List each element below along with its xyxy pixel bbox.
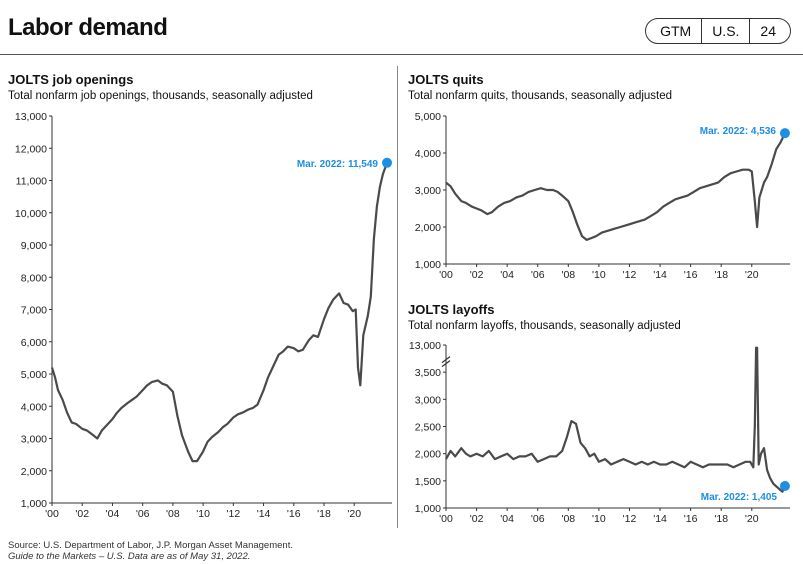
openings-y-tick-label: 8,000 [21, 272, 47, 284]
quits-y-tick-label: 3,000 [415, 185, 441, 197]
layoffs-x-tick-label: '18 [714, 513, 728, 525]
layoffs-y-tick-label: 1,500 [415, 476, 441, 488]
openings-x-tick-label: '10 [196, 508, 210, 520]
layoffs-y-tick-label: 3,500 [415, 367, 441, 379]
openings-y-tick-label: 11,000 [16, 176, 47, 188]
openings-x-tick-label: '08 [166, 508, 180, 520]
layoffs-x-tick-label: '10 [592, 513, 606, 525]
quits-x-tick-label: '00 [439, 269, 453, 281]
tag-gtm: GTM [660, 23, 692, 39]
layoffs-y-tick-label: 13,000 [409, 340, 441, 352]
layoffs-x-tick-label: '06 [531, 513, 545, 525]
openings-y-tick-label: 1,000 [21, 498, 47, 510]
openings-y-tick-label: 13,000 [15, 111, 47, 123]
openings-x-tick-label: '16 [287, 508, 301, 520]
quits-y-tick-label: 1,000 [415, 259, 441, 271]
panel-divider [397, 66, 398, 528]
layoffs-x-tick-label: '00 [439, 513, 453, 525]
quits-last-point-marker [779, 128, 790, 139]
openings-y-tick-label: 6,000 [21, 337, 47, 349]
layoffs-x-tick-label: '16 [684, 513, 698, 525]
chart-title-quits: JOLTS quits [408, 72, 484, 87]
quits-x-tick-label: '04 [500, 269, 514, 281]
openings-last-point-marker [382, 157, 393, 168]
layoffs-x-tick-label: '08 [561, 513, 575, 525]
quits-y-tick-label: 2,000 [415, 222, 441, 234]
layoffs-x-tick-label: '20 [745, 513, 759, 525]
quits-annotation: Mar. 2022: 4,536 [700, 126, 777, 137]
quits-x-tick-label: '08 [561, 269, 575, 281]
quits-x-tick-label: '14 [653, 269, 667, 281]
openings-y-tick-label: 7,000 [21, 305, 47, 317]
chart-subtitle-quits: Total nonfarm quits, thousands, seasonal… [408, 90, 673, 102]
openings-x-tick-label: '18 [317, 508, 331, 520]
openings-y-tick-label: 10,000 [15, 208, 47, 220]
layoffs-last-point-marker [779, 480, 790, 491]
openings-x-tick-label: '12 [226, 508, 240, 520]
layoffs-y-tick-label: 1,000 [415, 503, 441, 515]
chart-title-layoffs: JOLTS layoffs [408, 302, 495, 317]
title-rule [0, 54, 803, 55]
openings-x-tick-label: '00 [45, 508, 59, 520]
openings-x-tick-label: '02 [75, 508, 89, 520]
openings-x-tick-label: '20 [347, 508, 361, 520]
layoffs-annotation: Mar. 2022: 1,405 [701, 492, 778, 503]
tag-page-number: 24 [749, 19, 790, 43]
openings-series-line [50, 162, 389, 463]
tag-region: U.S. [701, 19, 749, 43]
quits-x-tick-label: '20 [745, 269, 759, 281]
layoffs-x-tick-label: '04 [500, 513, 514, 525]
openings-x-tick-label: '04 [106, 508, 120, 520]
footnote-guide: Guide to the Markets – U.S. Data are as … [8, 551, 251, 562]
quits-y-tick-label: 4,000 [415, 148, 441, 160]
openings-y-tick-label: 2,000 [21, 466, 47, 478]
openings-y-tick-label: 5,000 [21, 369, 47, 381]
quits-x-tick-label: '06 [531, 269, 545, 281]
tag-group: GTM U.S. 24 [645, 18, 791, 44]
layoffs-y-tick-label: 3,000 [415, 394, 441, 406]
quits-x-tick-label: '02 [470, 269, 484, 281]
layoffs-axis-break-mark [441, 360, 451, 368]
openings-annotation: Mar. 2022: 11,549 [297, 159, 379, 170]
chart-title-openings: JOLTS job openings [8, 72, 134, 87]
openings-x-tick-label: '14 [257, 508, 271, 520]
layoffs-y-tick-label: 2,000 [415, 449, 441, 461]
quits-x-tick-label: '12 [623, 269, 637, 281]
layoffs-x-tick-label: '12 [623, 513, 637, 525]
layoffs-x-tick-label: '02 [470, 513, 484, 525]
openings-y-tick-label: 12,000 [15, 143, 47, 155]
quits-series-line [445, 132, 786, 241]
quits-x-tick-label: '10 [592, 269, 606, 281]
page-title: Labor demand [8, 14, 168, 41]
footnote-source: Source: U.S. Department of Labor, J.P. M… [8, 540, 293, 551]
quits-x-tick-label: '16 [684, 269, 698, 281]
layoffs-series-line [445, 346, 787, 493]
openings-x-tick-label: '06 [136, 508, 150, 520]
quits-y-tick-label: 5,000 [415, 111, 441, 123]
openings-y-tick-label: 4,000 [21, 401, 47, 413]
chart-subtitle-layoffs: Total nonfarm layoffs, thousands, season… [408, 320, 681, 332]
openings-y-tick-label: 3,000 [21, 434, 47, 446]
chart-subtitle-openings: Total nonfarm job openings, thousands, s… [8, 90, 313, 102]
layoffs-x-tick-label: '14 [653, 513, 667, 525]
openings-y-tick-label: 9,000 [21, 240, 47, 252]
layoffs-axis-break-mark [441, 356, 451, 364]
layoffs-y-tick-label: 2,500 [415, 422, 441, 434]
quits-x-tick-label: '18 [714, 269, 728, 281]
